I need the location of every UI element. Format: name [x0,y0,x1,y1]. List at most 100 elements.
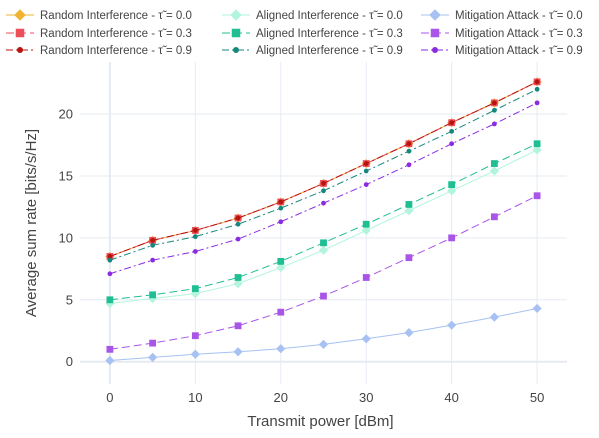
legend-item: Aligned Interference - τ̃ = 0.0 [222,9,403,22]
data-point [191,285,199,293]
data-point [150,242,156,248]
data-point [448,181,456,189]
legend-marker [432,47,438,53]
legend-marker [231,28,241,38]
data-point [277,257,285,265]
data-point [105,355,115,366]
legend-marker [230,9,242,21]
data-point [449,141,455,147]
y-tick-label: 5 [66,292,73,307]
data-point [447,320,457,330]
data-point [278,219,284,225]
data-point [150,237,156,243]
data-point [278,205,284,211]
y-tick-label: 10 [59,230,73,245]
legend-label: Aligned Interference - τ̃ = 0.3 [256,28,403,40]
data-point [405,201,413,208]
data-point [361,334,371,344]
data-point [491,107,497,113]
x-axis-ticks: 0 10 20 30 40 50 [106,390,544,405]
legend-marker [233,47,239,53]
data-point [361,225,371,236]
data-point [534,100,540,106]
legend-item: Aligned Interference - τ̃ = 0.3 [222,28,403,40]
data-point [276,344,286,354]
data-point [363,168,369,174]
series-3 [107,79,540,259]
legend: Random Interference - τ̃ = 0.0 Random Int… [6,9,583,57]
legend-label: Mitigation Attack - τ̃ = 0.3 [455,28,583,40]
data-point [491,121,497,127]
legend-item: Mitigation Attack - τ̃ = 0.0 [421,9,583,22]
data-point [192,228,198,233]
legend-label: Random Interference - τ̃ = 0.9 [40,45,192,57]
data-point [532,145,542,155]
data-point [447,186,457,196]
data-point [491,100,497,106]
data-point [277,308,285,316]
data-point [235,236,241,242]
plot-area [80,62,567,384]
data-point [490,213,498,221]
x-tick-label: 20 [274,390,288,405]
series-8 [106,192,541,353]
x-tick-label: 30 [359,390,373,405]
legend-label: Aligned Interference - τ̃ = 0.9 [256,45,403,57]
data-point [234,322,242,330]
data-point [534,86,540,92]
data-point [276,262,286,273]
data-point [192,234,198,240]
y-tick-label: 20 [59,107,73,122]
data-point [318,339,329,349]
data-point [321,180,326,186]
data-point [449,128,455,134]
series-6 [107,86,540,263]
data-point [448,234,456,242]
data-point [190,349,200,359]
legend-marker [430,28,440,38]
data-point [318,245,329,255]
data-point [363,182,369,188]
data-point [234,274,242,281]
x-tick-label: 50 [530,390,544,405]
x-tick-label: 0 [106,390,113,405]
data-point [233,347,243,357]
data-point [362,220,370,228]
x-tick-label: 40 [444,390,458,405]
data-point [149,291,157,299]
legend-label: Random Interference - τ̃ = 0.0 [40,10,192,22]
data-point [190,288,200,299]
data-point [404,206,414,216]
data-point [233,279,243,289]
legend-item: Random Interference - τ̃ = 0.9 [6,45,192,57]
data-point [149,339,157,347]
data-point [490,160,498,167]
data-point [533,192,541,200]
data-point [107,271,113,277]
data-point [534,79,540,85]
y-axis-ticks: 0 5 10 15 20 [59,107,73,370]
y-tick-label: 0 [66,354,73,369]
legend-label: Mitigation Attack - τ̃ = 0.0 [455,10,583,22]
legend-marker [17,47,23,53]
data-point [533,140,541,148]
data-point [235,221,241,227]
x-tick-label: 10 [188,390,202,405]
legend-marker [15,28,25,38]
legend-label: Mitigation Attack - τ̃ = 0.9 [455,45,583,57]
data-point [106,296,114,304]
data-point [406,141,412,147]
data-point [320,239,327,247]
data-point [107,257,113,263]
legend-item: Aligned Interference - τ̃ = 0.9 [222,45,403,57]
series-line [109,81,538,257]
data-point [106,345,114,353]
legend-marker [14,9,26,21]
series-4 [105,145,542,309]
data-point [362,274,370,281]
data-point [107,254,113,259]
data-point [449,120,455,126]
data-point [235,215,241,221]
